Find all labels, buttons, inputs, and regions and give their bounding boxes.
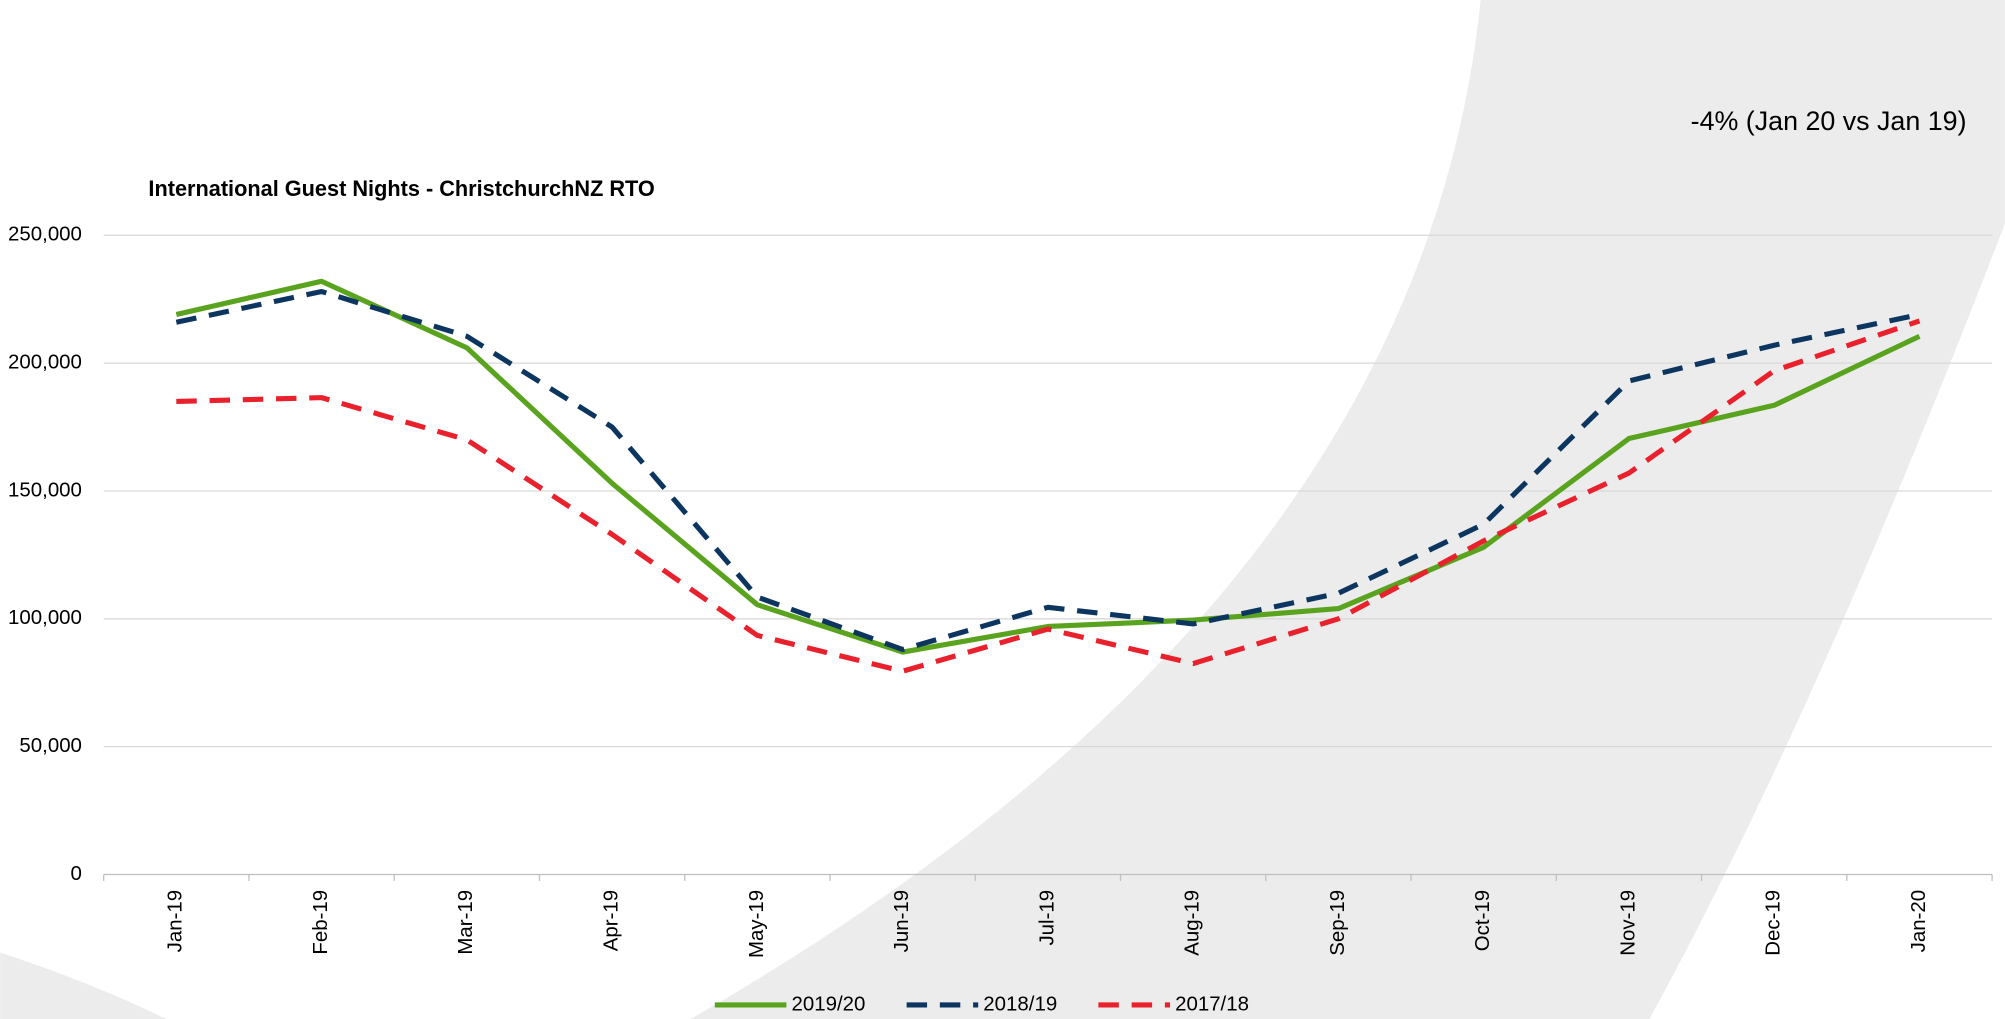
x-tick-label: Jun-19 [890, 890, 913, 953]
chart-title: International Guest Nights - Christchurc… [148, 176, 654, 201]
x-tick-label: Dec-19 [1762, 890, 1785, 956]
x-tick-label: Nov-19 [1616, 890, 1639, 956]
y-tick-label: 0 [71, 862, 82, 885]
x-tick-label: Oct-19 [1471, 890, 1494, 951]
series-line [175, 288, 1920, 653]
x-tick-label: Mar-19 [454, 890, 477, 955]
y-tick-label: 250,000 [8, 223, 82, 246]
y-tick-label: 150,000 [8, 478, 82, 501]
legend-label: 2017/18 [1175, 992, 1249, 1015]
y-tick-label: 100,000 [8, 606, 82, 629]
x-tick-label: May-19 [745, 890, 768, 958]
legend-label: 2019/20 [792, 992, 866, 1015]
series-line [176, 318, 1921, 674]
y-tick-label: 200,000 [8, 351, 82, 374]
x-tick-label: Jul-19 [1035, 890, 1058, 946]
background-shape [690, 0, 2005, 1019]
series-line [175, 278, 1921, 655]
background-shape [0, 952, 167, 1019]
y-tick-label: 50,000 [19, 734, 82, 757]
x-tick-label: Jan-19 [164, 890, 187, 953]
legend-label: 2018/19 [983, 992, 1057, 1015]
x-tick-label: Apr-19 [600, 890, 623, 951]
x-tick-label: Aug-19 [1181, 890, 1204, 956]
x-tick-label: Jan-20 [1907, 890, 1930, 953]
annotation: -4% (Jan 20 vs Jan 19) [1691, 106, 1967, 136]
x-tick-label: Sep-19 [1326, 890, 1349, 956]
x-tick-label: Feb-19 [309, 890, 332, 955]
